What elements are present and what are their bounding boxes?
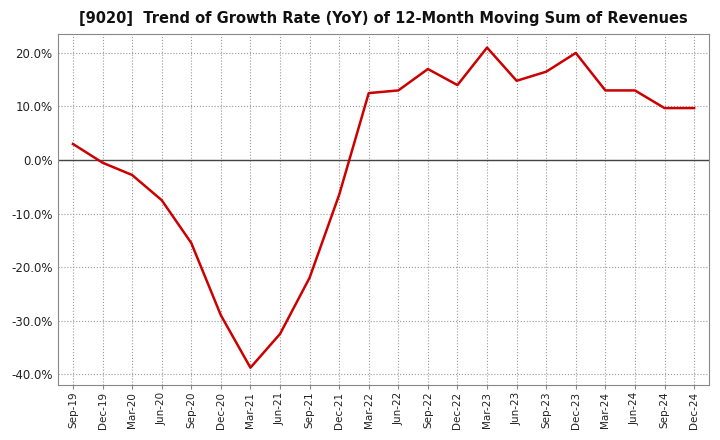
Title: [9020]  Trend of Growth Rate (YoY) of 12-Month Moving Sum of Revenues: [9020] Trend of Growth Rate (YoY) of 12-… bbox=[79, 11, 688, 26]
